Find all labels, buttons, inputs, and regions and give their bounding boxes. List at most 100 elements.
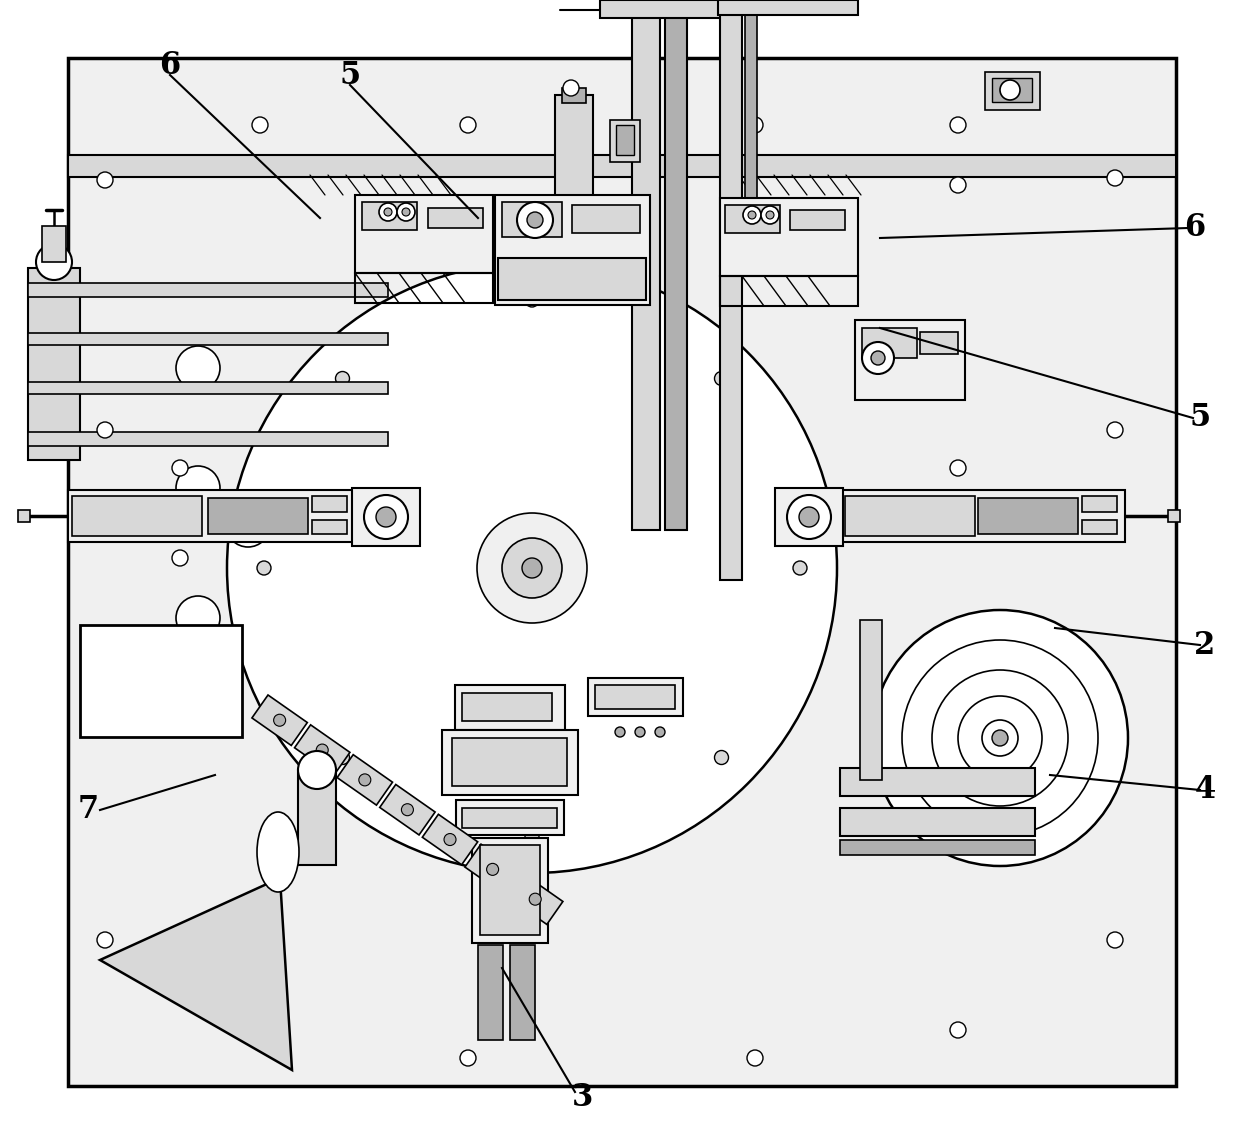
Circle shape [376,507,396,527]
Bar [441,730,578,795]
Circle shape [358,774,371,786]
Bar [745,0,756,199]
Bar [362,202,417,230]
Circle shape [794,561,807,575]
Circle shape [517,202,553,238]
Circle shape [257,561,272,575]
Circle shape [172,460,188,476]
Circle shape [714,751,729,764]
Circle shape [1107,170,1123,186]
Bar [68,156,1176,177]
Circle shape [529,894,541,905]
Bar [298,770,336,866]
Bar [844,496,975,536]
Bar [985,72,1040,110]
Bar [556,95,593,215]
Circle shape [761,206,779,224]
Bar [572,205,640,233]
Bar [81,625,242,737]
Text: 5: 5 [340,60,361,90]
Bar [616,125,634,156]
Bar [29,432,388,446]
Bar [632,0,660,530]
Circle shape [901,640,1097,836]
Circle shape [460,117,476,133]
Bar [42,227,66,261]
Circle shape [252,117,268,133]
Polygon shape [337,755,393,805]
Circle shape [746,1050,763,1066]
Bar [19,511,30,522]
Bar [502,202,562,237]
Circle shape [227,263,837,873]
Circle shape [226,503,270,547]
Bar [725,205,780,233]
Bar [428,208,484,228]
Circle shape [525,829,539,843]
Bar [861,620,882,780]
Circle shape [379,203,397,221]
Circle shape [932,669,1068,806]
Text: 4: 4 [1194,774,1215,806]
Polygon shape [100,878,291,1070]
Circle shape [950,177,966,193]
Circle shape [97,172,113,188]
Bar [29,332,388,345]
Circle shape [402,804,413,816]
Bar [495,195,650,305]
Ellipse shape [257,811,299,891]
Bar [352,488,420,545]
Text: 6: 6 [160,50,181,80]
Circle shape [872,610,1128,866]
Bar [29,268,81,460]
Bar [588,678,683,716]
Polygon shape [295,725,350,775]
Polygon shape [465,844,521,895]
Bar [312,496,347,512]
Bar [355,195,494,273]
Bar [839,808,1035,836]
Circle shape [316,744,329,756]
Bar [453,738,567,786]
Circle shape [502,538,562,598]
Polygon shape [423,815,477,864]
Circle shape [176,465,219,511]
Circle shape [766,211,774,219]
Bar [665,0,687,530]
Bar [455,685,565,730]
Bar [790,210,844,230]
Bar [29,283,388,298]
Bar [839,840,1035,855]
Circle shape [384,208,392,216]
Circle shape [787,495,831,539]
Circle shape [444,834,456,845]
Bar [68,490,353,542]
Circle shape [950,117,966,133]
Bar [839,767,1035,796]
Bar [600,0,730,18]
Bar [456,800,564,835]
Bar [208,498,308,534]
Polygon shape [379,784,435,835]
Bar [472,838,548,943]
Circle shape [999,80,1021,100]
Bar [477,946,503,1040]
Circle shape [743,206,761,224]
Bar [1168,511,1180,522]
Circle shape [982,720,1018,756]
Circle shape [402,208,410,216]
Bar [610,119,640,162]
Text: 2: 2 [1194,630,1215,660]
Bar [1083,496,1117,512]
Text: 6: 6 [1184,213,1205,243]
Bar [355,273,494,303]
Circle shape [176,346,219,390]
Bar [720,276,858,307]
Circle shape [950,460,966,476]
Bar [1083,520,1117,534]
Circle shape [878,346,923,390]
Circle shape [274,715,285,726]
Circle shape [992,730,1008,746]
Bar [29,382,388,394]
Circle shape [254,1022,270,1038]
